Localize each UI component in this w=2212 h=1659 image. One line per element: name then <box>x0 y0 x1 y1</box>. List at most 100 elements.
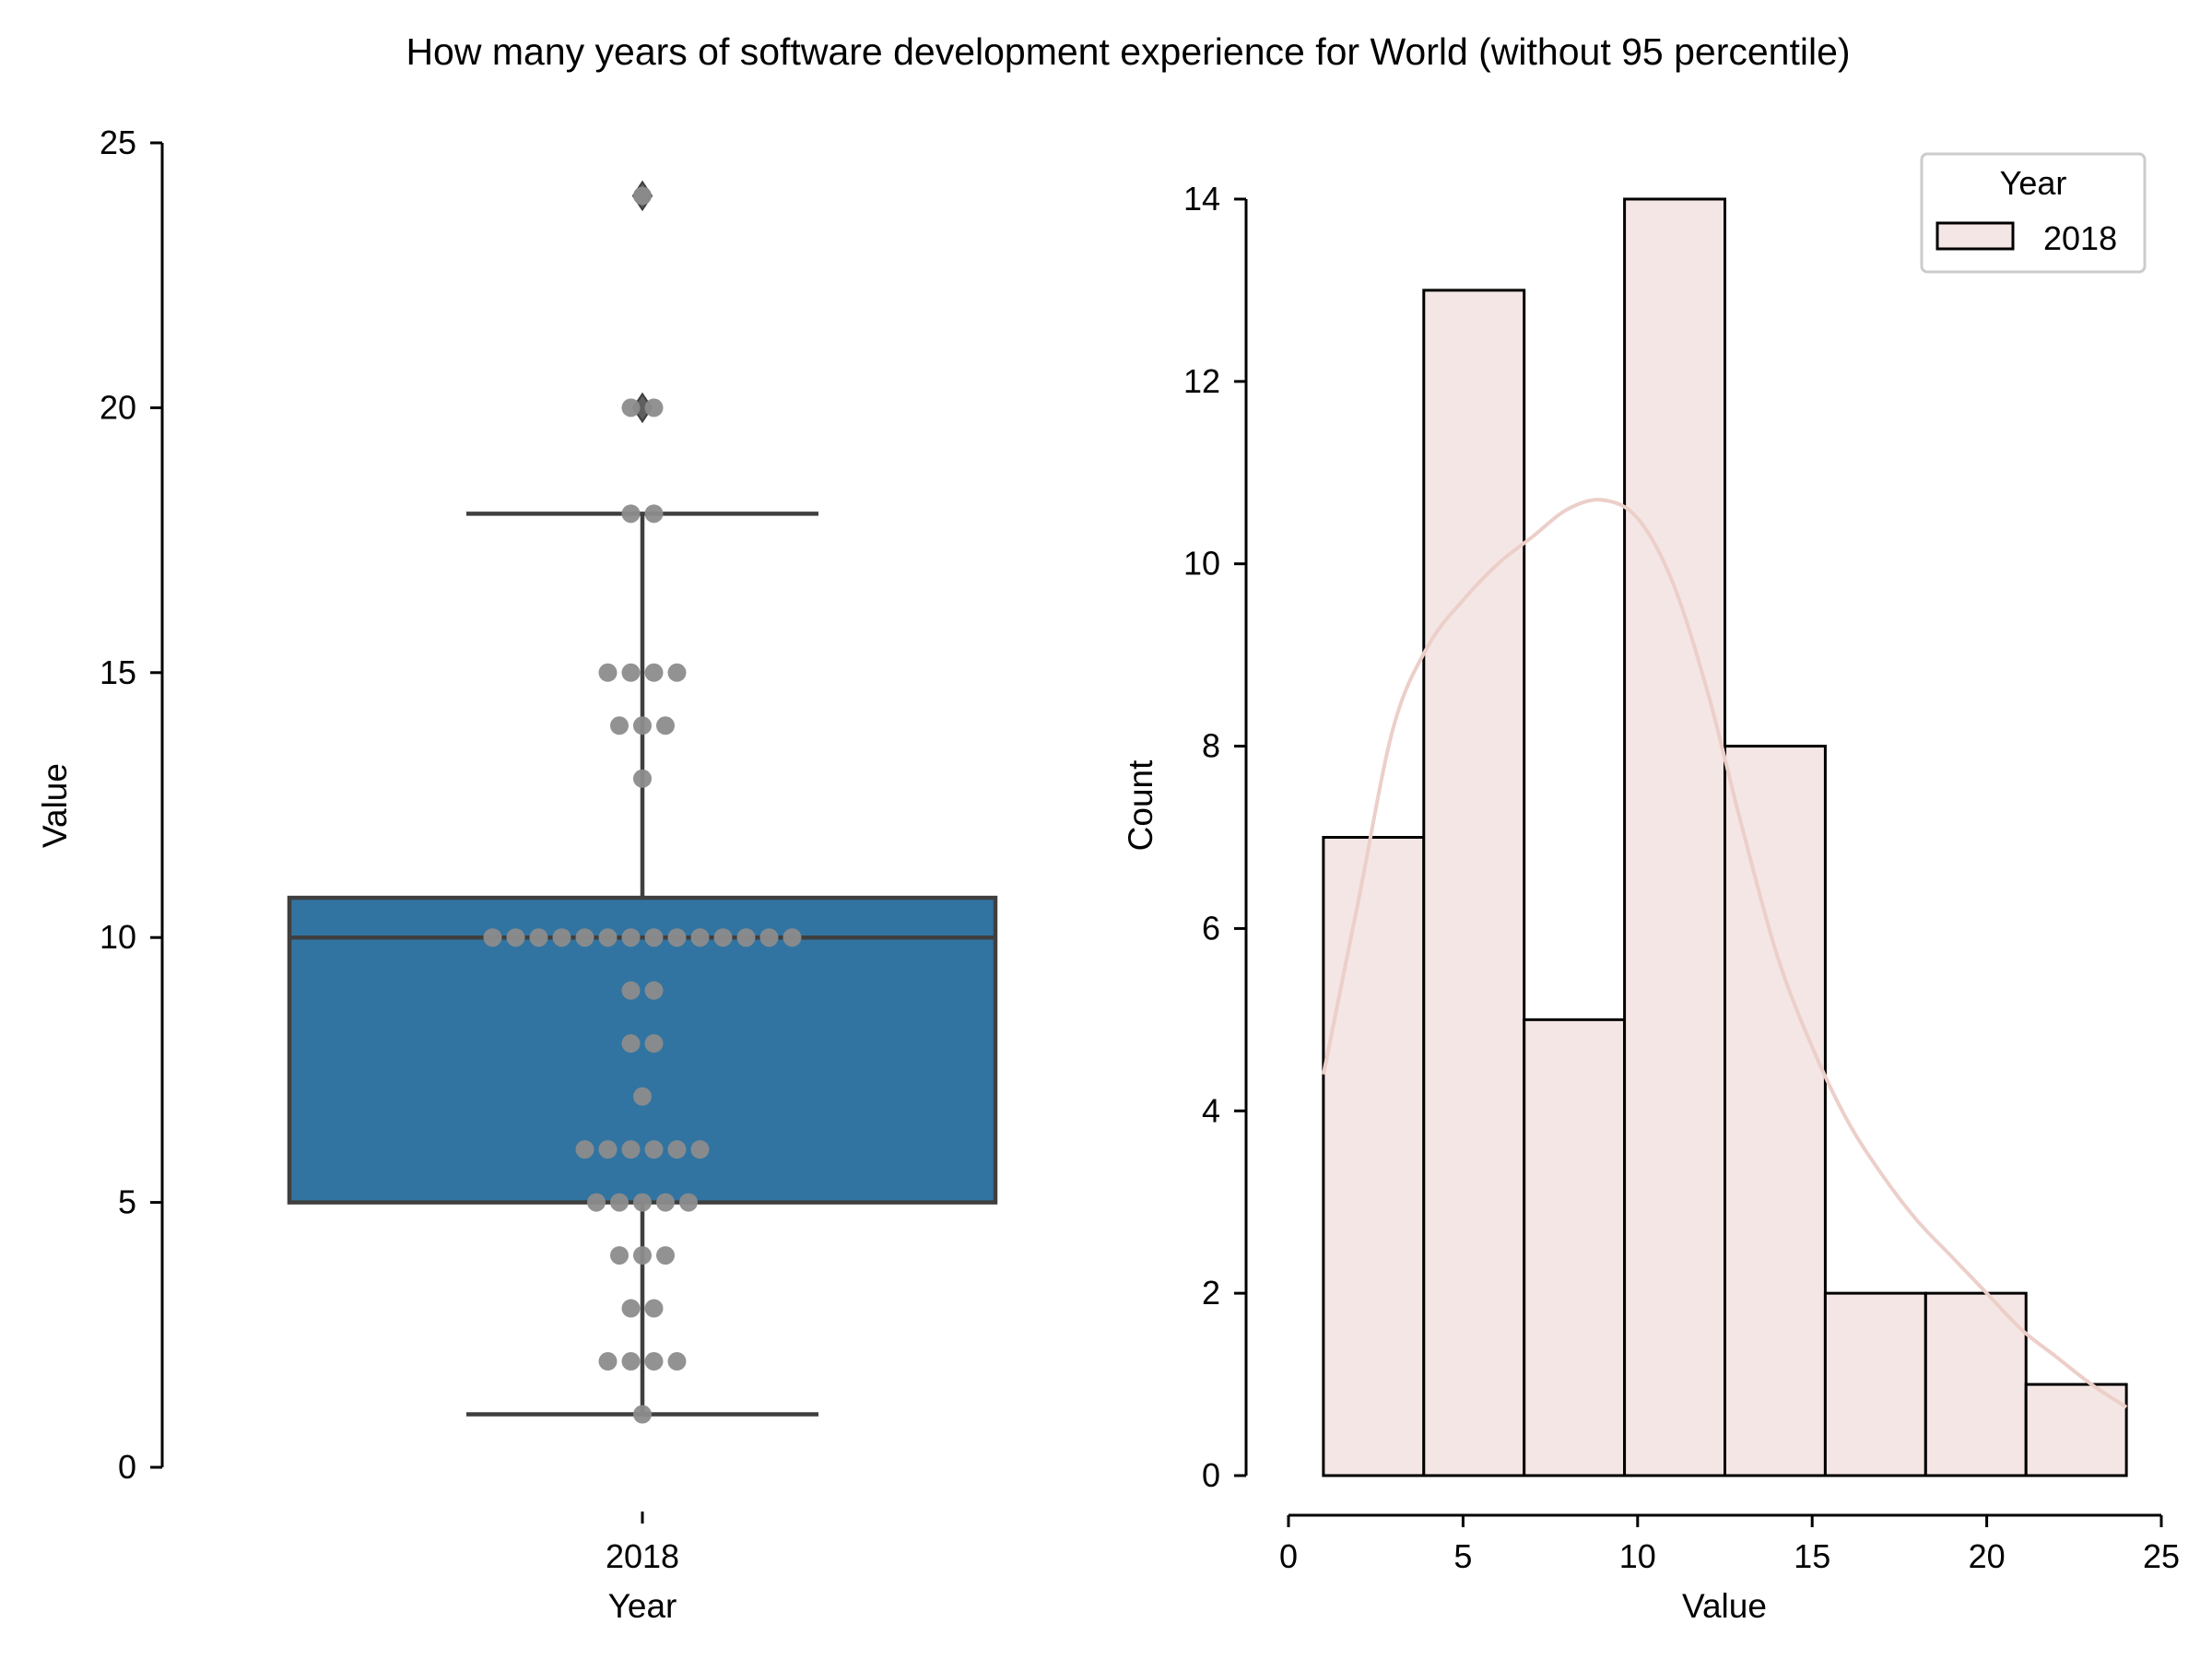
swarm-point <box>621 398 641 418</box>
hist-y-tick-label: 12 <box>1183 362 1220 400</box>
legend-swatch-2018 <box>1936 221 2015 251</box>
swarm-point <box>506 928 525 947</box>
hist-x-tick-label: 25 <box>2143 1537 2180 1575</box>
hist-y-tick-label: 14 <box>1183 180 1220 218</box>
swarm-point <box>621 663 641 682</box>
swarm-point <box>633 1405 652 1424</box>
kde-curve <box>1321 498 2128 1409</box>
swarm-point <box>644 1352 664 1371</box>
hist-y-ticks: 0 2 4 6 8 10 12 14 <box>1183 180 1246 1494</box>
histogram-bars <box>1322 197 2128 1477</box>
swarm-point <box>598 1140 618 1159</box>
swarm-point <box>656 1246 675 1265</box>
swarm-point <box>575 928 594 947</box>
swarm-point <box>644 928 664 947</box>
box-y-tick-label: 15 <box>100 653 136 691</box>
iqr-box <box>287 895 998 1205</box>
swarm-point <box>621 504 641 524</box>
histogram-bar <box>1623 197 1726 1477</box>
swarm-point <box>587 1193 606 1212</box>
histogram-bar <box>1422 288 1526 1477</box>
box-x-ticks: 2018 <box>606 1512 679 1575</box>
swarm-point <box>644 663 664 682</box>
swarm-point <box>644 981 664 1000</box>
swarm-point <box>690 1140 710 1159</box>
swarm-point <box>621 928 641 947</box>
swarm-point <box>598 663 618 682</box>
histogram-bar <box>1823 1291 1927 1477</box>
swarm-point <box>598 1352 618 1371</box>
swarm-point <box>621 1140 641 1159</box>
swarm-point <box>552 928 571 947</box>
box-y-tick-label: 10 <box>100 918 136 956</box>
box-y-axis-label: Value <box>36 763 74 848</box>
swarm-point <box>633 769 652 788</box>
hist-x-tick-label: 0 <box>1279 1537 1298 1575</box>
swarm-point <box>644 1299 664 1318</box>
swarm-point <box>483 928 502 947</box>
hist-x-tick-label: 5 <box>1453 1537 1472 1575</box>
figure-title: How many years of software development e… <box>406 30 1850 73</box>
box-y-tick-label: 0 <box>118 1448 136 1486</box>
swarm-point <box>610 1193 629 1212</box>
swarm-point <box>610 1246 629 1265</box>
box-y-ticks: 0 5 10 15 20 25 <box>100 124 162 1486</box>
swarm-point <box>644 1034 664 1053</box>
box-plot-panel: 0 5 10 15 20 25 2018 Value Year <box>36 124 998 1625</box>
legend-title: Year <box>2000 164 2067 202</box>
box-y-tick-label: 5 <box>118 1183 136 1221</box>
swarm-point <box>621 981 641 1000</box>
box-y-tick-label: 25 <box>100 124 136 161</box>
legend: Year 2018 <box>1920 152 2147 274</box>
swarm-points <box>483 186 802 1424</box>
swarm-point <box>644 504 664 524</box>
swarm-point <box>633 186 652 206</box>
swarm-point <box>633 1087 652 1106</box>
swarm-point <box>621 1299 641 1318</box>
swarm-point <box>667 928 687 947</box>
swarm-point <box>529 928 548 947</box>
hist-y-tick-label: 8 <box>1202 727 1220 765</box>
swarm-point <box>644 1140 664 1159</box>
swarm-point <box>759 928 779 947</box>
hist-x-axis-label: Value <box>1682 1587 1767 1625</box>
hist-y-tick-label: 2 <box>1202 1274 1220 1312</box>
swarm-point <box>679 1193 698 1212</box>
swarm-point <box>690 928 710 947</box>
swarm-point <box>667 1140 687 1159</box>
box-y-tick-label: 20 <box>100 388 136 426</box>
swarm-point <box>713 928 733 947</box>
swarm-point <box>656 716 675 735</box>
hist-y-tick-label: 4 <box>1202 1091 1220 1129</box>
box-x-axis-label: Year <box>608 1587 677 1625</box>
hist-y-tick-label: 0 <box>1202 1456 1220 1494</box>
hist-x-tick-label: 20 <box>1969 1537 2006 1575</box>
swarm-point <box>633 1193 652 1212</box>
swarm-point <box>667 663 687 682</box>
legend-label-2018: 2018 <box>2043 219 2117 257</box>
swarm-point <box>656 1193 675 1212</box>
histogram-bar <box>1724 745 1827 1477</box>
histogram-bar <box>1924 1291 2028 1477</box>
swarm-point <box>667 1352 687 1371</box>
swarm-point <box>598 928 618 947</box>
histogram-bar <box>1322 836 1426 1477</box>
swarm-point <box>575 1140 594 1159</box>
swarm-point <box>621 1352 641 1371</box>
box-marks <box>287 180 998 1417</box>
histogram-bar <box>2024 1382 2128 1477</box>
hist-y-tick-label: 10 <box>1183 545 1220 582</box>
swarm-point <box>736 928 756 947</box>
hist-x-ticks: 0 5 10 15 20 25 <box>1279 1515 2180 1575</box>
box-x-tick-label: 2018 <box>606 1537 679 1575</box>
swarm-point <box>782 928 802 947</box>
swarm-point <box>644 398 664 418</box>
swarm-point <box>610 716 629 735</box>
histogram-bar <box>1523 1018 1627 1477</box>
hist-x-tick-label: 10 <box>1619 1537 1656 1575</box>
swarm-point <box>621 1034 641 1053</box>
hist-x-tick-label: 15 <box>1794 1537 1830 1575</box>
hist-y-tick-label: 6 <box>1202 909 1220 947</box>
histogram-panel: 0 2 4 6 8 10 12 14 0 5 10 15 20 25 Count Value Year … <box>1122 152 2180 1625</box>
